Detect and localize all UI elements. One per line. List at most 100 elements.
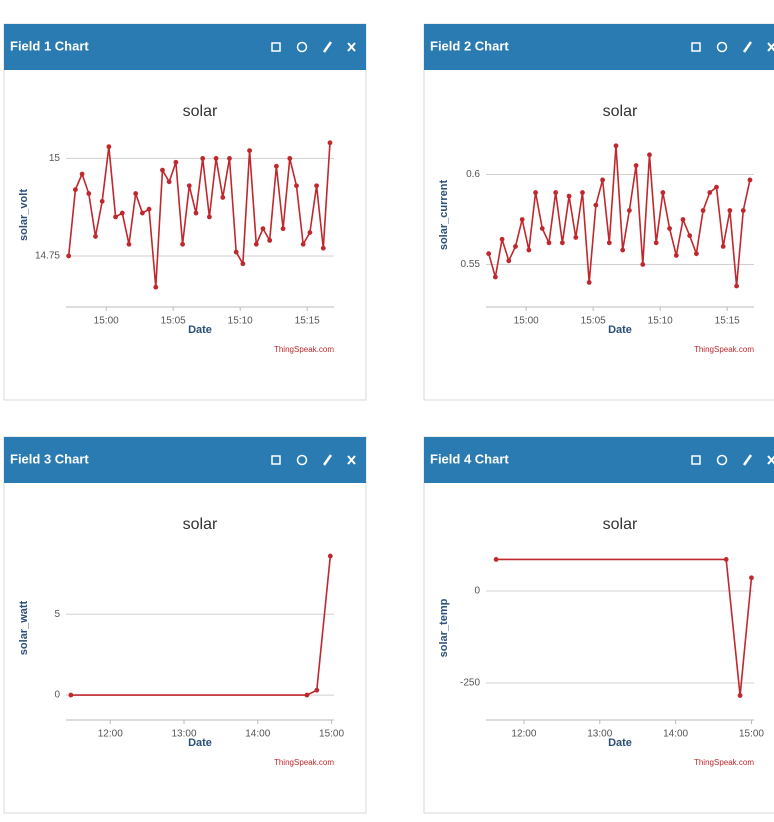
data-point [680, 217, 686, 222]
icon-close[interactable] [347, 42, 356, 52]
x-tick-label: 15:10 [648, 316, 673, 327]
data-point [734, 283, 739, 289]
data-point [586, 280, 592, 285]
icon-open[interactable] [271, 42, 281, 52]
data-point [86, 191, 92, 196]
panel [3, 436, 367, 814]
x-tick-label: 15:15 [295, 316, 320, 327]
data-point [93, 234, 98, 239]
x-tick-label: 12:00 [511, 729, 536, 740]
panel [3, 23, 367, 401]
data-point [747, 177, 753, 183]
data-point [633, 163, 639, 168]
data-point [613, 143, 619, 149]
data-point [106, 144, 112, 150]
data-point [314, 183, 319, 189]
x-tick-label: 15:05 [161, 316, 186, 327]
icon-edit[interactable] [322, 454, 333, 466]
x-tick-label: 12:00 [98, 729, 123, 740]
data-point [133, 191, 139, 196]
data-point [506, 258, 512, 264]
data-point [327, 553, 333, 559]
data-point [233, 249, 239, 255]
x-tick-label: 14:00 [245, 729, 270, 740]
data-point [606, 240, 612, 246]
data-point [153, 284, 159, 290]
data-point [559, 240, 565, 246]
data-point [620, 247, 626, 253]
data-point [294, 183, 299, 189]
data-point [749, 575, 754, 581]
y-axis-label: solar_temp [438, 598, 450, 657]
icon-open[interactable] [691, 455, 701, 465]
data-point [173, 159, 179, 165]
data-line [487, 145, 751, 287]
x-tick-label: 15:00 [739, 729, 764, 740]
x-tick-label: 15:15 [715, 316, 740, 327]
data-point [593, 202, 599, 208]
credit[interactable]: ThingSpeak.com [274, 345, 334, 354]
x-tick-label: 15:00 [514, 316, 539, 327]
panel-title: Field 2 Chart [430, 38, 509, 53]
panel-title: Field 3 Chart [10, 451, 89, 466]
data-point [486, 251, 492, 257]
data-point [314, 687, 320, 693]
data-point [727, 208, 733, 213]
data-point [327, 140, 333, 146]
credit[interactable]: ThingSpeak.com [694, 345, 754, 354]
y-tick-label: -250 [460, 678, 480, 689]
data-point [287, 156, 293, 161]
icon-edit[interactable] [742, 454, 753, 466]
credit[interactable]: ThingSpeak.com [694, 758, 754, 767]
data-point [273, 163, 279, 169]
icon-comment[interactable] [296, 454, 308, 466]
icon-comment[interactable] [716, 454, 728, 466]
chart-title: solar [603, 103, 638, 120]
x-tick-label: 15:00 [319, 729, 344, 740]
y-tick-label: 0.55 [461, 259, 481, 270]
data-point [693, 251, 699, 257]
panel [423, 436, 774, 814]
data-point [640, 262, 646, 267]
icon-edit[interactable] [322, 41, 333, 53]
data-point [707, 190, 713, 195]
data-point [260, 226, 266, 232]
icon-edit[interactable] [742, 41, 753, 53]
data-point [280, 226, 286, 232]
y-axis-label: solar_volt [18, 189, 30, 241]
chart-title: solar [183, 516, 218, 533]
icon-open[interactable] [271, 455, 281, 465]
icon-close[interactable] [347, 455, 356, 465]
data-point [304, 692, 310, 698]
data-point [240, 261, 246, 267]
data-point [723, 557, 729, 562]
data-point [126, 241, 132, 247]
data-point [227, 156, 232, 161]
y-tick-label: 0.6 [466, 169, 480, 180]
y-tick-label: 14.75 [35, 251, 60, 262]
data-line [496, 558, 753, 696]
y-tick-label: 0 [54, 690, 60, 701]
y-axis-label: solar_current [438, 180, 450, 251]
data-point [553, 190, 559, 195]
data-point [714, 184, 719, 190]
x-axis-label: Date [608, 324, 632, 336]
data-point [519, 217, 525, 222]
icon-comment[interactable] [716, 41, 728, 53]
credit[interactable]: ThingSpeak.com [274, 758, 334, 767]
data-point [660, 190, 666, 195]
data-point [573, 235, 579, 240]
data-point [79, 171, 85, 177]
data-line [67, 142, 331, 288]
data-point [667, 226, 672, 231]
icon-open[interactable] [691, 42, 701, 52]
icon-comment[interactable] [296, 41, 308, 53]
data-point [113, 214, 118, 220]
data-point [247, 148, 252, 154]
x-tick-label: 15:00 [94, 316, 119, 327]
data-point [499, 236, 505, 242]
data-point [166, 179, 172, 185]
data-point [513, 244, 518, 249]
data-point [180, 241, 185, 247]
chart-title: solar [603, 516, 638, 533]
